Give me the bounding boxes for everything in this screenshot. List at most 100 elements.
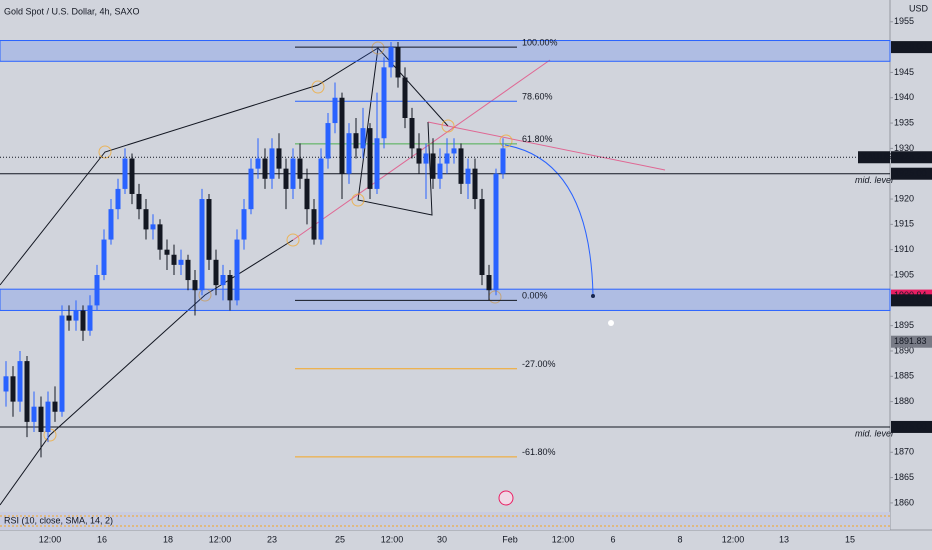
candle-body [94, 275, 100, 306]
candle-body [87, 305, 93, 331]
y-tick-label: 1930 [894, 143, 914, 153]
fib-label: 78.60% [522, 92, 553, 102]
candle-body [465, 168, 471, 184]
fib-label: -61.80% [522, 447, 556, 457]
candle-body [108, 209, 114, 240]
candle-body [493, 173, 499, 291]
x-tick-label: 18 [163, 534, 173, 544]
candle-body [164, 249, 170, 255]
candle-body [206, 199, 212, 260]
pivot [441, 119, 455, 133]
x-tick-label: 8 [677, 534, 682, 544]
x-tick-label: 13 [779, 534, 789, 544]
candle-body [339, 97, 345, 174]
price-tag-label: 1891.83 [894, 336, 927, 346]
candle-body [73, 310, 79, 321]
candle-body [472, 168, 478, 200]
candle-body [129, 158, 135, 194]
x-tick-label: 30 [437, 534, 447, 544]
x-tick-label: 25 [335, 534, 345, 544]
fib-label: -27.00% [522, 359, 556, 369]
y-tick-label: 1910 [894, 244, 914, 254]
chart-title: Gold Spot / U.S. Dollar, 4h, SAXO [4, 6, 140, 16]
candle-body [346, 133, 352, 174]
y-tick-label: 1935 [894, 117, 914, 127]
x-tick-label: 12:00 [381, 534, 404, 544]
candle-body [409, 118, 415, 149]
symbol-label: XAUUSD [861, 152, 899, 162]
y-tick-label: 1860 [894, 497, 914, 507]
candle-body [143, 209, 149, 230]
x-tick-label: 6 [610, 534, 615, 544]
y-tick-label: 1945 [894, 67, 914, 77]
candle-body [486, 275, 492, 291]
price-tag [891, 151, 932, 164]
trend-line [0, 47, 449, 286]
trend-line [0, 239, 294, 506]
candle-body [304, 178, 310, 210]
candle-body [45, 401, 51, 433]
candle-body [381, 67, 387, 139]
currency: USD [909, 3, 929, 13]
candle-body [213, 259, 219, 286]
candle-body [276, 148, 282, 169]
candle-body [157, 224, 163, 250]
candle-body [311, 209, 317, 240]
candle-body [388, 47, 394, 68]
candle-body [3, 376, 9, 392]
candle-body [451, 148, 457, 154]
pivot [371, 41, 385, 55]
y-tick-label: 1920 [894, 193, 914, 203]
candle-body [178, 259, 184, 265]
candle-body [234, 239, 240, 301]
candle-body [66, 315, 72, 321]
candle-body [430, 153, 436, 179]
x-tick-label: 12:00 [39, 534, 62, 544]
y-tick-label: 1885 [894, 371, 914, 381]
candle-body [185, 259, 191, 281]
candle-body [437, 163, 443, 179]
candle-body [374, 138, 380, 189]
price-tag-label: 1900.00 [894, 295, 927, 305]
candle-body [150, 224, 156, 230]
x-tick-label: 23 [267, 534, 277, 544]
indicator-label: RSI (10, close, SMA, 14, 2) [4, 515, 113, 525]
candle-body [255, 158, 261, 169]
price-tag-label: 1928.25 [894, 152, 927, 162]
candle-body [59, 315, 65, 412]
candle-body [367, 128, 373, 189]
candle-body [17, 361, 23, 402]
candle-body [24, 361, 30, 422]
y-tick-label: 1905 [894, 269, 914, 279]
candle-body [458, 148, 464, 184]
fib-label: 0.00% [522, 291, 548, 301]
pivot [311, 80, 325, 94]
marker [608, 320, 614, 326]
candle-body [241, 209, 247, 240]
price-tag [891, 294, 932, 307]
price-tag-label: 1925.00 [894, 168, 927, 178]
candle-body [402, 77, 408, 119]
zone [0, 288, 891, 311]
candle-body [52, 401, 58, 412]
y-tick-label: 1870 [894, 447, 914, 457]
candle-body [444, 153, 450, 164]
candle-body [325, 123, 331, 159]
x-tick-label: Feb [502, 534, 518, 544]
x-tick-label: 15 [845, 534, 855, 544]
candle-body [395, 47, 401, 78]
y-tick-label: 1915 [894, 219, 914, 229]
candle-body [80, 310, 86, 331]
y-tick-label: 1955 [894, 16, 914, 26]
x-tick-label: 12:00 [552, 534, 575, 544]
wave-line [357, 47, 433, 216]
y-tick-label: 1890 [894, 345, 914, 355]
candle-body [248, 168, 254, 210]
y-tick-label: 1940 [894, 92, 914, 102]
price-axis [890, 0, 932, 550]
price-tag-label: 1875.00 [894, 421, 927, 431]
drawings [0, 41, 666, 506]
rsi-pane [0, 512, 890, 530]
candle-body [297, 158, 303, 179]
candle-body [192, 280, 198, 291]
